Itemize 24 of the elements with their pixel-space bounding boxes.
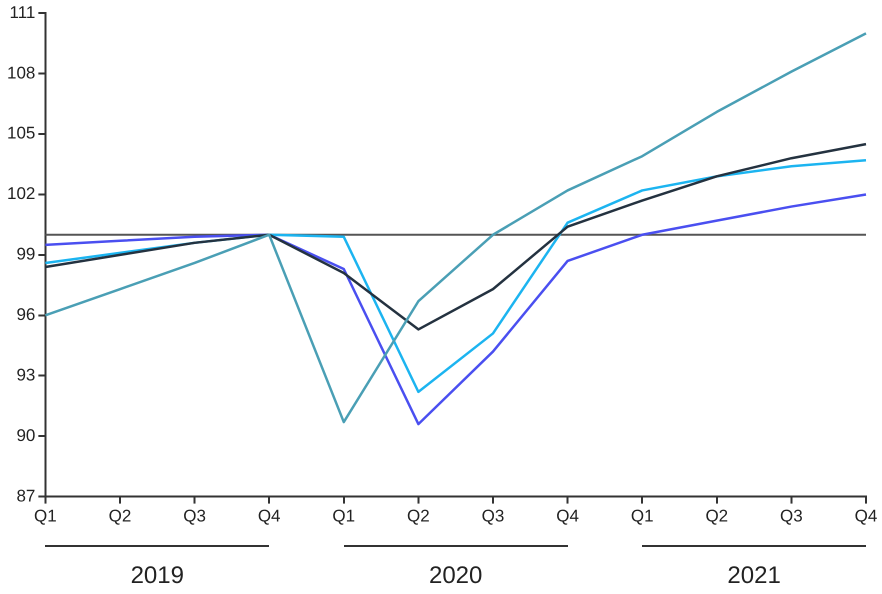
x-tick-label: Q3 — [183, 506, 206, 526]
x-tick-label: Q4 — [258, 506, 281, 526]
x-tick-label: Q3 — [780, 506, 803, 526]
x-tick-label: Q2 — [705, 506, 728, 526]
text: 2019 — [130, 562, 184, 590]
text: 2021 — [727, 562, 781, 590]
x-tick-label: Q2 — [407, 506, 430, 526]
text: 2020 — [428, 562, 482, 590]
y-tick-label: 108 — [6, 63, 36, 82]
y-tick-label: 93 — [16, 365, 36, 384]
x-tick-label: Q1 — [332, 506, 356, 526]
y-tick-label: 87 — [16, 486, 36, 506]
y-tick-label: 96 — [16, 305, 36, 324]
x-tick-label: Q4 — [556, 506, 579, 526]
y-tick-label: 111 — [10, 2, 36, 22]
y-tick-label: 90 — [16, 426, 36, 445]
x-tick-label: Q1 — [630, 506, 654, 526]
y-tick-label: 105 — [6, 124, 36, 143]
y-tick-label: 102 — [6, 184, 36, 204]
y-tick-label: 99 — [16, 244, 36, 264]
x-tick-label: Q2 — [108, 506, 132, 526]
x-tick-label: Q1 — [34, 506, 57, 526]
x-tick-label: Q3 — [482, 506, 504, 526]
x-tick-label: Q4 — [854, 506, 878, 526]
